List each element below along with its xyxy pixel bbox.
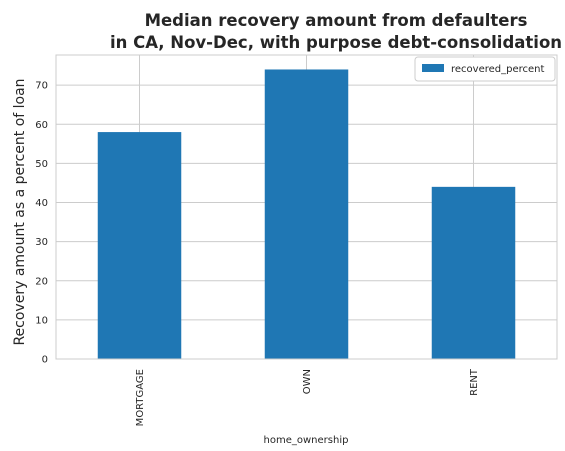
legend-box <box>414 56 556 82</box>
y-tick-label: 60 <box>35 120 48 131</box>
x-tick-label-own: OWN <box>302 369 313 394</box>
x-axis-ticks: MORTGAGE OWN RENT <box>135 368 480 426</box>
y-tick-label: 20 <box>35 276 48 287</box>
x-tick-label-mortgage: MORTGAGE <box>135 369 146 426</box>
plot-frame <box>55 54 558 360</box>
y-tick-label: 10 <box>35 315 48 326</box>
y-tick-label: 70 <box>35 81 48 92</box>
y-tick-label: 50 <box>35 159 48 170</box>
legend: recovered_percent <box>414 56 556 82</box>
y-axis-ticks: 0 10 20 30 40 50 60 70 <box>35 81 48 366</box>
y-tick-label: 30 <box>35 237 48 248</box>
x-tick-label-rent: RENT <box>469 368 480 396</box>
bar-own <box>264 69 349 359</box>
chart-title-line-1: Median recovery amount from defaulters <box>145 11 528 30</box>
y-tick-label: 40 <box>35 198 48 209</box>
chart-title-line-2: in CA, Nov-Dec, with purpose debt-consol… <box>110 33 562 52</box>
bar-rent <box>431 186 516 359</box>
x-axis-label: home_ownership <box>264 435 349 446</box>
bar-mortgage <box>97 132 182 359</box>
y-tick-label: 0 <box>42 355 48 366</box>
legend-swatch <box>422 64 444 72</box>
y-axis-label: Recovery amount as a percent of loan <box>12 78 28 345</box>
bars <box>97 69 516 359</box>
legend-entry-recovered-percent: recovered_percent <box>451 64 545 75</box>
